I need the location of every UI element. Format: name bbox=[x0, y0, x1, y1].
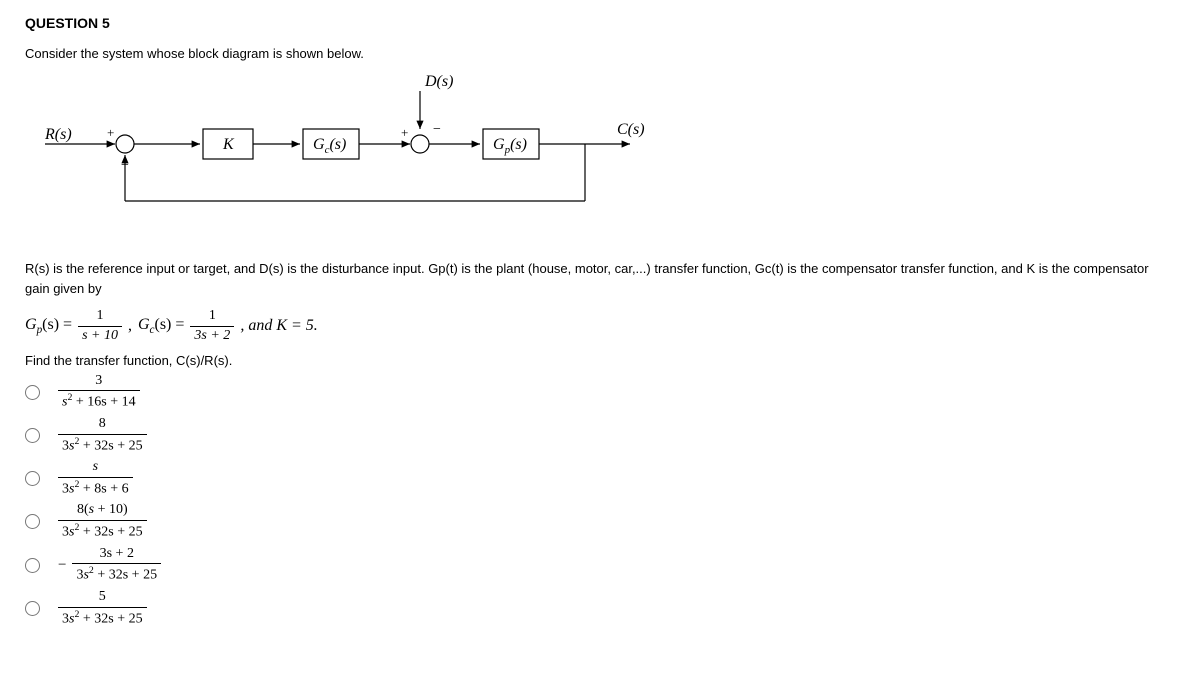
question-prompt: Consider the system whose block diagram … bbox=[25, 46, 1175, 61]
option-formula: 8(s + 10)3s2 + 32s + 25 bbox=[58, 502, 147, 541]
option-formula: 53s2 + 32s + 25 bbox=[58, 589, 147, 628]
radio-button[interactable] bbox=[25, 471, 40, 486]
radio-button[interactable] bbox=[25, 601, 40, 616]
option-row: −3s + 23s2 + 32s + 25 bbox=[25, 546, 1175, 585]
minus-2: − bbox=[433, 122, 441, 137]
options-list: 3s2 + 16s + 14 83s2 + 32s + 25 s3s2 + 8s +… bbox=[25, 373, 1175, 629]
given-functions: Gp(s) = 1 s + 10 , Gc(s) = 1 3s + 2 , an… bbox=[25, 308, 1175, 345]
label-K: K bbox=[222, 136, 235, 153]
option-row: 53s2 + 32s + 25 bbox=[25, 589, 1175, 628]
radio-button[interactable] bbox=[25, 385, 40, 400]
label-C: C(s) bbox=[617, 121, 645, 138]
plus-2: + bbox=[401, 125, 408, 140]
radio-button[interactable] bbox=[25, 558, 40, 573]
radio-button[interactable] bbox=[25, 428, 40, 443]
summing-junction-2 bbox=[411, 135, 429, 153]
label-R: R(s) bbox=[44, 126, 72, 143]
option-formula: 83s2 + 32s + 25 bbox=[58, 416, 147, 455]
block-diagram: D(s) R(s) + − K Gc(s) + − Gp(s) C(s) bbox=[25, 71, 1175, 234]
label-D: D(s) bbox=[424, 73, 453, 90]
option-row: 83s2 + 32s + 25 bbox=[25, 416, 1175, 455]
option-row: 3s2 + 16s + 14 bbox=[25, 373, 1175, 412]
option-row: 8(s + 10)3s2 + 32s + 25 bbox=[25, 502, 1175, 541]
option-formula: s3s2 + 8s + 6 bbox=[58, 459, 133, 498]
option-formula: 3s2 + 16s + 14 bbox=[58, 373, 140, 412]
radio-button[interactable] bbox=[25, 514, 40, 529]
description-text: R(s) is the reference input or target, a… bbox=[25, 259, 1175, 298]
question-title: QUESTION 5 bbox=[25, 15, 1175, 31]
option-row: s3s2 + 8s + 6 bbox=[25, 459, 1175, 498]
option-formula: −3s + 23s2 + 32s + 25 bbox=[58, 546, 161, 585]
plus-1: + bbox=[107, 125, 114, 140]
summing-junction-1 bbox=[116, 135, 134, 153]
find-text: Find the transfer function, C(s)/R(s). bbox=[25, 353, 1175, 368]
